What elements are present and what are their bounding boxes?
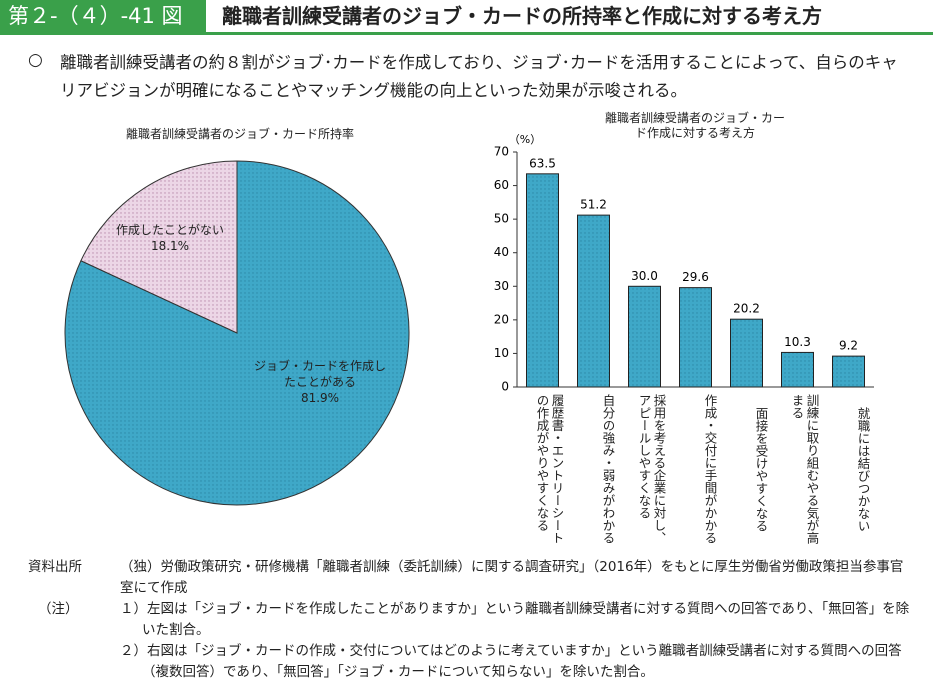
y-tick-label: 40 xyxy=(494,245,509,259)
summary-marker: ○ xyxy=(28,50,43,70)
value-label: 10.3 xyxy=(784,335,811,349)
bar xyxy=(781,351,814,388)
pie-title: 離職者訓練受講者のジョブ・カード所持率 xyxy=(125,127,354,141)
note-list: １）左図は「ジョブ・カードを作成したことがありますか」という離職者訓練受講者に対… xyxy=(98,599,918,683)
x-tick-label: 作成・交付に手間がかかる xyxy=(702,394,718,544)
value-label: 9.2 xyxy=(839,339,858,353)
y-tick-label: 20 xyxy=(494,312,509,326)
source-row: 資料出所 （独）労働政策研究・研修機構「離職者訓練（委託訓練）に関する調査研究」… xyxy=(28,557,918,599)
note-item: ２）右図は「ジョブ・カードの作成・交付についてはどのように考えていますか」という… xyxy=(120,643,902,680)
value-label: 30.0 xyxy=(631,269,658,283)
bar xyxy=(526,173,559,388)
value-label: 29.6 xyxy=(682,270,709,284)
x-tick-label: 就職には結びつかない xyxy=(855,406,871,532)
y-tick-label: 10 xyxy=(494,346,509,360)
pie-label: 作成したことがない 18.1% xyxy=(115,222,225,254)
y-tick-label: 70 xyxy=(494,145,509,159)
bar xyxy=(577,214,610,388)
notes: 資料出所 （独）労働政策研究・研修機構「離職者訓練（委託訓練）に関する調査研究」… xyxy=(28,557,918,683)
pie-label: ジョブ・カードを作成したことがある 81.9% xyxy=(250,358,390,406)
x-tick-label: 面接を受けやすくなる xyxy=(753,406,769,532)
notes-label: （注） xyxy=(38,601,79,617)
x-tick-label: 採用を考える企業に対し、アピールしやすくなる xyxy=(636,394,667,544)
value-label: 51.2 xyxy=(580,198,607,212)
x-tick-label: 訓練に取り組むやる気が高まる xyxy=(789,394,820,544)
pie-value-label: 81.9% xyxy=(300,391,340,405)
note-item: １）左図は「ジョブ・カードを作成したことがありますか」という離職者訓練受講者に対… xyxy=(120,601,910,638)
y-unit: （%） xyxy=(509,133,541,146)
bar xyxy=(679,287,712,388)
source-label: 資料出所 xyxy=(28,559,82,575)
pie-slice xyxy=(64,160,410,506)
source-text: （独）労働政策研究・研修機構「離職者訓練（委託訓練）に関する調査研究」（2016… xyxy=(120,559,904,596)
bar-title: 離職者訓練受講者のジョブ・カード作成に対する考え方 xyxy=(604,111,785,140)
y-tick-label: 50 xyxy=(494,212,509,226)
y-tick-label: 60 xyxy=(494,178,509,192)
bar xyxy=(832,355,865,388)
pie-slice xyxy=(80,160,238,334)
figure-label: 第２-（４）-41 図 xyxy=(0,0,206,32)
pie-category: 作成したことがない xyxy=(115,223,224,237)
value-label: 20.2 xyxy=(733,302,760,316)
pie-category: ジョブ・カードを作成したことがある xyxy=(253,359,386,389)
summary-text: 離職者訓練受講者の約８割がジョブ･カードを作成しており、ジョブ･カードを活用する… xyxy=(60,53,898,100)
x-tick-label: 履歴書・エントリーシートの作成がやりやすくなる xyxy=(534,394,565,544)
header-rule xyxy=(0,32,933,35)
bar xyxy=(628,285,661,388)
figure-title: 離職者訓練受講者のジョブ・カードの所持率と作成に対する考え方 xyxy=(222,4,822,28)
value-label: 63.5 xyxy=(529,156,556,170)
y-tick-label: 30 xyxy=(494,279,509,293)
notes-row: （注） １）左図は「ジョブ・カードを作成したことがありますか」という離職者訓練受… xyxy=(28,599,918,683)
pie-value-label: 18.1% xyxy=(150,239,190,253)
x-tick-label: 自分の強み・弱みがわかる xyxy=(600,394,616,544)
y-tick-label: 0 xyxy=(501,380,509,394)
bar xyxy=(730,318,763,388)
